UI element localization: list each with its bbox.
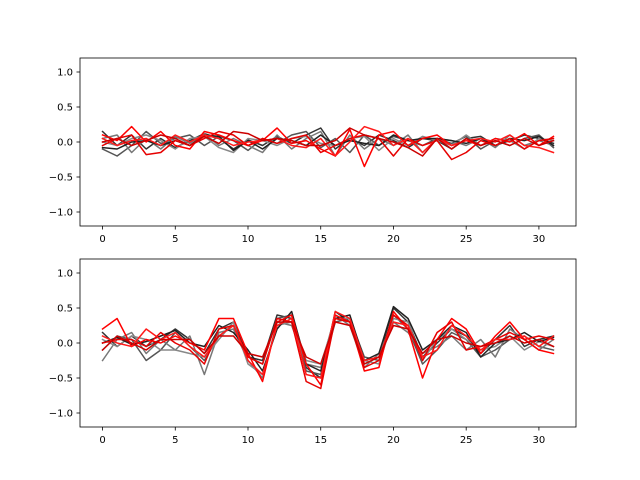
top-axes: 0 5 10 15 20 25 30 −1.0 −0.5 0.0 0.5 1.0: [49, 57, 577, 245]
top-y-tick-label: −0.5: [49, 173, 73, 184]
top-x-tick-label: 20: [387, 234, 400, 245]
top-y-tick-label: 0.0: [57, 138, 73, 149]
top-axes-lines: [101, 125, 555, 168]
bottom-axes-lines: [101, 305, 555, 390]
top-x-tick-label: 30: [533, 234, 546, 245]
top-y-tick-label: 1.0: [57, 68, 73, 79]
top-x-tick-label: 5: [172, 234, 178, 245]
bottom-x-tick-label: 30: [533, 435, 546, 446]
top-series-line-7: [101, 130, 555, 161]
bottom-y-tick-label: 0.0: [57, 339, 73, 350]
bottom-x-tick-label: 5: [172, 435, 178, 446]
top-x-tick-label: 25: [460, 234, 473, 245]
top-axes-x-ticks: 0 5 10 15 20 25 30: [99, 226, 545, 245]
bottom-x-tick-label: 25: [460, 435, 473, 446]
top-axes-frame: [79, 57, 577, 227]
bottom-series-line-9: [101, 321, 555, 365]
bottom-axes-x-ticks: 0 5 10 15 20 25 30: [99, 427, 545, 446]
top-x-tick-label: 0: [99, 234, 105, 245]
bottom-y-tick-label: −1.0: [49, 409, 73, 420]
bottom-x-tick-label: 10: [242, 435, 255, 446]
bottom-axes-y-ticks: −1.0 −0.5 0.0 0.5 1.0: [49, 269, 80, 420]
bottom-x-tick-label: 0: [99, 435, 105, 446]
bottom-axes-frame: [79, 258, 577, 428]
bottom-x-tick-label: 20: [387, 435, 400, 446]
top-series-line-8: [101, 125, 555, 157]
top-x-tick-label: 10: [242, 234, 255, 245]
top-axes-y-ticks: −1.0 −0.5 0.0 0.5 1.0: [49, 68, 80, 219]
top-x-tick-label: 15: [314, 234, 327, 245]
top-series-line-9: [101, 127, 555, 157]
bottom-axes: 0 5 10 15 20 25 30 −1.0 −0.5 0.0 0.5 1.0: [49, 258, 577, 446]
bottom-y-tick-label: −0.5: [49, 374, 73, 385]
top-y-tick-label: −1.0: [49, 208, 73, 219]
bottom-y-tick-label: 1.0: [57, 269, 73, 280]
bottom-x-tick-label: 15: [314, 435, 327, 446]
top-y-tick-label: 0.5: [57, 103, 73, 114]
bottom-y-tick-label: 0.5: [57, 304, 73, 315]
